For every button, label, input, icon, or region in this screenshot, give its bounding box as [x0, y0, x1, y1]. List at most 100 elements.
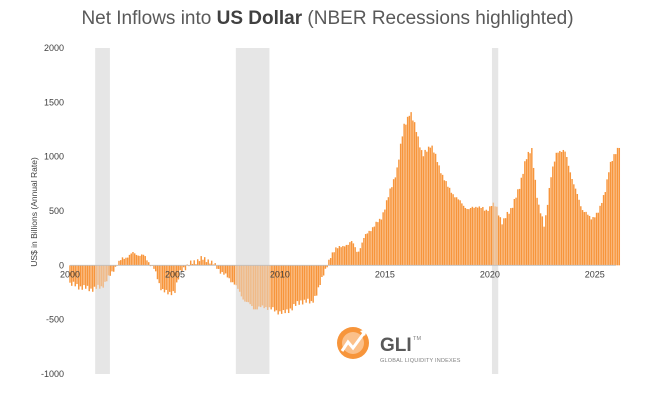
bar — [235, 265, 237, 286]
bar — [72, 265, 75, 282]
bar — [587, 214, 589, 266]
bar — [230, 265, 232, 283]
bar — [155, 265, 157, 272]
bar — [422, 156, 425, 266]
bar — [83, 265, 85, 286]
bar — [340, 247, 342, 266]
x-tick-label: 2020 — [480, 269, 500, 279]
bar — [163, 265, 166, 293]
bar — [207, 259, 209, 266]
bar — [583, 212, 586, 266]
bar — [546, 204, 549, 266]
bar — [305, 265, 307, 303]
bar — [413, 122, 416, 266]
bar — [492, 202, 495, 266]
bar — [408, 115, 411, 266]
bar — [459, 200, 461, 266]
logo-subtitle: GLOBAL LIQUIDITY INDEXES — [380, 358, 461, 364]
bar — [370, 231, 372, 266]
bar — [244, 265, 246, 302]
bar — [604, 192, 607, 266]
bar — [109, 265, 111, 276]
bar — [256, 265, 258, 310]
bar — [354, 247, 356, 266]
bar — [314, 265, 316, 296]
bar — [107, 265, 110, 276]
bar — [391, 187, 393, 266]
bar — [319, 265, 321, 285]
bar — [172, 265, 174, 292]
bar — [489, 206, 491, 266]
bar — [573, 184, 575, 266]
bar — [424, 149, 426, 266]
bar — [127, 257, 129, 266]
bar — [501, 224, 503, 266]
bar — [485, 209, 488, 266]
bar — [420, 150, 423, 266]
bar — [335, 247, 337, 266]
bar — [86, 265, 89, 286]
logo-tm: TM — [413, 336, 422, 342]
bar — [384, 209, 386, 266]
bar — [483, 210, 486, 266]
bar — [588, 215, 591, 266]
bar — [574, 188, 577, 266]
bar — [121, 257, 124, 266]
bar — [543, 226, 545, 266]
bar — [476, 207, 479, 266]
bar — [475, 206, 477, 266]
bar — [312, 265, 314, 303]
bar — [559, 150, 561, 266]
bar — [191, 263, 194, 266]
bar — [595, 212, 598, 266]
bar — [228, 265, 230, 279]
bar — [168, 265, 171, 292]
bar — [273, 265, 276, 312]
bar — [331, 252, 334, 266]
bar — [165, 265, 167, 290]
bar — [440, 173, 442, 266]
y-tick-label: 2000 — [44, 43, 64, 53]
bar — [494, 206, 496, 266]
y-tick-label: 1500 — [44, 97, 64, 107]
bar — [429, 147, 432, 266]
bar — [550, 177, 552, 266]
bar — [120, 260, 122, 266]
bar — [125, 257, 127, 266]
bar — [280, 265, 283, 314]
bar — [585, 211, 587, 266]
bar — [326, 265, 328, 268]
bar — [445, 181, 447, 266]
bar — [534, 179, 537, 266]
bar — [350, 241, 353, 266]
bar — [461, 203, 463, 266]
bar — [308, 265, 311, 304]
bar — [611, 160, 614, 266]
bar — [557, 152, 559, 266]
bar — [410, 112, 412, 266]
bar — [566, 156, 568, 266]
bar — [569, 172, 572, 266]
gli-logo: GLI TM GLOBAL LIQUIDITY INDEXES — [337, 327, 461, 364]
bar — [419, 147, 421, 266]
bar — [252, 265, 255, 310]
bar — [382, 212, 384, 266]
bar — [522, 173, 524, 266]
bar — [396, 167, 398, 266]
bar — [226, 265, 229, 278]
bar — [520, 177, 523, 266]
bar — [452, 194, 454, 266]
bar — [69, 265, 71, 283]
bar — [375, 221, 377, 266]
bar — [289, 265, 292, 309]
bar — [329, 258, 332, 266]
bar — [245, 265, 248, 302]
bar — [527, 151, 530, 266]
chart-title: Net Inflows into US Dollar (NBER Recessi… — [81, 8, 574, 29]
bar — [508, 213, 510, 266]
bar — [128, 254, 131, 266]
bar — [352, 243, 355, 266]
bar — [223, 265, 225, 275]
bar — [202, 259, 204, 266]
